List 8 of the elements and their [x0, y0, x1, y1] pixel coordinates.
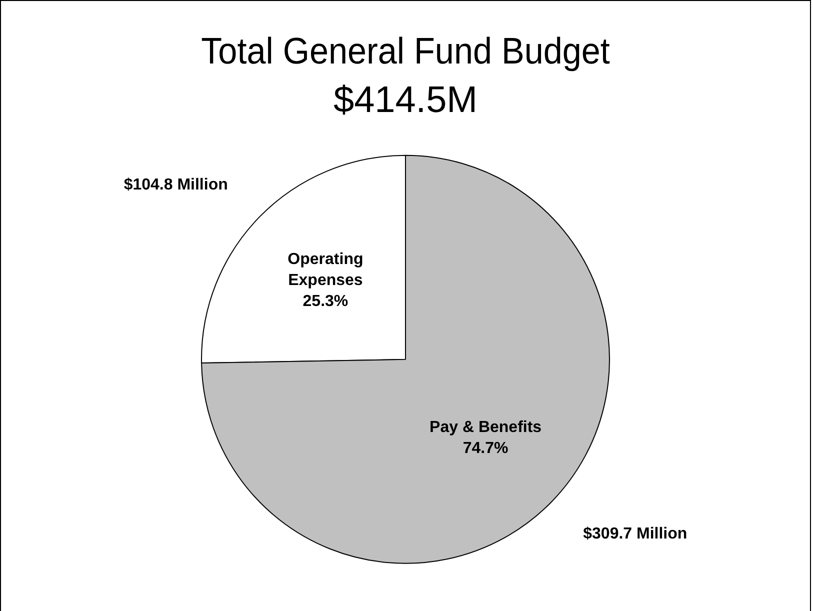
chart-subtitle: $414.5M [334, 78, 478, 120]
text: 74.7% [462, 440, 508, 457]
text: 25.3% [302, 293, 348, 310]
data-label: $104.8 Million [124, 176, 228, 194]
slice-label: Operating Expenses [288, 251, 364, 290]
chart-title: Total General Fund Budget [201, 30, 610, 72]
slice-label: Pay & Benefits [430, 418, 542, 436]
data-label: $309.7 Million [583, 525, 688, 542]
